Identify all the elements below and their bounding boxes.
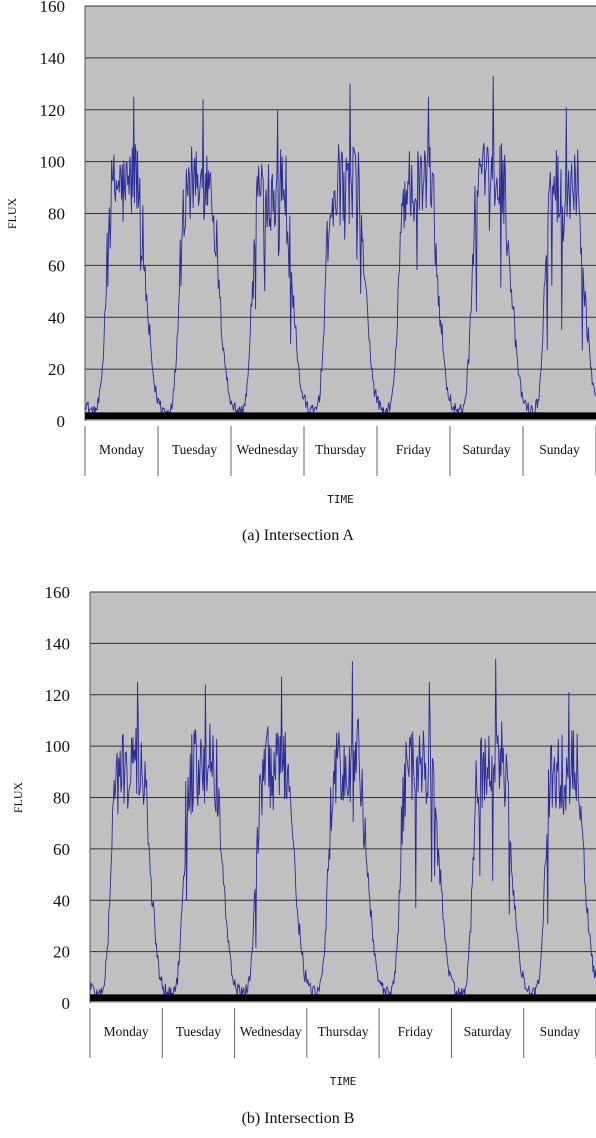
x-category-label: Thursday <box>318 1024 369 1039</box>
y-tick-label: 160 <box>45 583 71 602</box>
x-axis-title: TIME <box>327 493 354 506</box>
y-axis-title: FLUX <box>5 198 19 230</box>
x-category-label: Sunday <box>539 442 580 457</box>
y-tick-label: 100 <box>40 153 66 172</box>
x-category-label: Saturday <box>464 1024 512 1039</box>
x-category-label: Monday <box>104 1024 149 1039</box>
x-category-label: Friday <box>398 1024 433 1039</box>
x-category-label: Sunday <box>540 1024 581 1039</box>
flux-line-chart-a: 0 20 40 60 80 100 120 140 160 FLUX Monday Tuesday We… <box>5 0 596 506</box>
y-tick-label: 40 <box>53 891 70 910</box>
x-category-label: Wednesday <box>240 1024 302 1039</box>
y-tick-label: 60 <box>53 840 70 859</box>
chart-caption: (a) Intersection A <box>242 527 354 544</box>
y-tick-label: 140 <box>40 49 66 68</box>
chart-panel-b: 0 20 40 60 80 100 120 140 160 FLUX Monday Tuesday We… <box>0 578 596 1138</box>
y-tick-label: 140 <box>45 634 71 653</box>
y-tick-label: 160 <box>40 0 66 16</box>
y-tick-label: 100 <box>45 737 71 756</box>
x-category-label: Tuesday <box>176 1024 222 1039</box>
chart-panel-a: 0 20 40 60 80 100 120 140 160 FLUX Monday Tuesday We… <box>0 0 596 560</box>
flux-line-chart-b: 0 20 40 60 80 100 120 140 160 FLUX Monday Tuesday We… <box>11 583 596 1088</box>
y-tick-label: 0 <box>57 412 66 431</box>
x-axis-title: TIME <box>330 1075 357 1088</box>
y-tick-label: 120 <box>40 101 66 120</box>
y-tick-label: 0 <box>62 994 71 1013</box>
y-tick-label: 60 <box>48 256 65 275</box>
x-category-label: Tuesday <box>172 442 218 457</box>
chart-caption: (b) Intersection B <box>241 1110 355 1127</box>
x-category-label: Thursday <box>315 442 366 457</box>
y-tick-label: 80 <box>53 789 70 808</box>
y-tick-label: 20 <box>48 360 65 379</box>
x-category-label: Friday <box>396 442 431 457</box>
x-category-label: Saturday <box>463 442 511 457</box>
y-axis-title: FLUX <box>11 782 25 814</box>
y-tick-label: 120 <box>45 686 71 705</box>
y-tick-label: 80 <box>48 205 65 224</box>
x-category-label: Wednesday <box>237 442 299 457</box>
x-category-label: Monday <box>99 442 144 457</box>
y-tick-label: 40 <box>48 308 65 327</box>
series-line <box>89 658 596 1000</box>
y-tick-label: 20 <box>53 943 70 962</box>
